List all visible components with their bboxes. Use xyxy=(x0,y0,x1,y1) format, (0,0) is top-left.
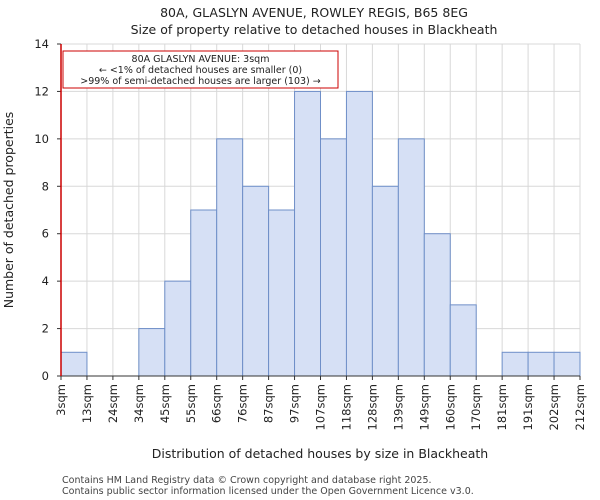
x-tick-label-15: 160sqm xyxy=(443,384,457,430)
bar-181sqm xyxy=(501,351,529,377)
x-tick-label-19: 202sqm xyxy=(547,384,561,430)
bar-34sqm xyxy=(138,328,166,377)
bars xyxy=(60,90,581,377)
bar-118sqm xyxy=(345,90,373,377)
bar-87sqm xyxy=(268,209,296,377)
bar-202sqm xyxy=(553,351,581,377)
x-tick-label-4: 45sqm xyxy=(158,384,172,423)
bar-139sqm xyxy=(397,138,425,377)
footer-line-1: Contains HM Land Registry data © Crown c… xyxy=(62,475,432,486)
bar-97sqm xyxy=(294,90,321,377)
x-tick-label-2: 24sqm xyxy=(106,384,120,423)
x-tick-label-11: 118sqm xyxy=(339,384,353,430)
chart-subtitle: Size of property relative to detached ho… xyxy=(131,22,498,37)
x-tick-label-5: 55sqm xyxy=(184,384,198,423)
bar-45sqm xyxy=(164,280,192,377)
bar-128sqm xyxy=(371,185,399,377)
bar-3sqm xyxy=(60,351,88,377)
bar-191sqm xyxy=(527,351,555,377)
x-tick-label-1: 13sqm xyxy=(80,384,94,423)
bar-66sqm xyxy=(216,138,244,377)
annotation-box: 80A GLASLYN AVENUE: 3sqm ← <1% of detach… xyxy=(62,50,339,89)
y-tick-label-0: 0 xyxy=(42,369,49,383)
annotation-line-3: >99% of semi-detached houses are larger … xyxy=(80,76,321,87)
y-tick-label-5: 10 xyxy=(34,132,49,146)
y-tick-label-3: 6 xyxy=(42,227,49,241)
bar-107sqm xyxy=(320,138,347,377)
x-tick-label-20: 212sqm xyxy=(573,384,587,430)
y-axis-label: Number of detached properties xyxy=(1,112,16,309)
x-tick-label-9: 97sqm xyxy=(288,384,302,423)
x-tick-label-16: 170sqm xyxy=(469,384,483,430)
annotation-line-1: 80A GLASLYN AVENUE: 3sqm xyxy=(132,54,270,65)
bar-76sqm xyxy=(242,185,270,377)
chart-title: 80A, GLASLYN AVENUE, ROWLEY REGIS, B65 8… xyxy=(160,5,468,20)
x-tick-label-13: 139sqm xyxy=(391,384,405,430)
bar-55sqm xyxy=(190,209,218,377)
x-tick-label-12: 128sqm xyxy=(365,384,379,430)
annotation-frame xyxy=(62,50,339,89)
y-tick-label-1: 2 xyxy=(42,322,49,336)
x-tick-label-10: 107sqm xyxy=(314,384,328,430)
y-tick-label-6: 12 xyxy=(34,84,49,98)
x-tick-label-17: 181sqm xyxy=(495,384,509,430)
x-tick-label-8: 87sqm xyxy=(262,384,276,423)
bar-149sqm xyxy=(423,233,451,377)
x-axis-label: Distribution of detached houses by size … xyxy=(152,446,488,461)
x-tick-label-0: 3sqm xyxy=(54,384,68,416)
x-tick-label-6: 66sqm xyxy=(210,384,224,423)
y-tick-label-2: 4 xyxy=(42,274,49,288)
x-ticks: 3sqm 13sqm 24sqm 34sqm 45sqm 55sqm 66sqm 76sqm 8… xyxy=(54,376,587,430)
x-tick-label-7: 76sqm xyxy=(236,384,250,423)
y-ticks: 0 2 4 6 8 10 12 14 xyxy=(34,37,61,383)
y-tick-label-4: 8 xyxy=(42,179,49,193)
y-tick-label-7: 14 xyxy=(34,37,49,51)
x-tick-label-14: 149sqm xyxy=(417,384,431,430)
bar-160sqm xyxy=(449,304,477,377)
annotation-line-2: ← <1% of detached houses are smaller (0) xyxy=(99,65,302,76)
footer-line-2: Contains public sector information licen… xyxy=(62,486,474,497)
x-tick-label-3: 34sqm xyxy=(132,384,146,423)
x-tick-label-18: 191sqm xyxy=(521,384,535,430)
